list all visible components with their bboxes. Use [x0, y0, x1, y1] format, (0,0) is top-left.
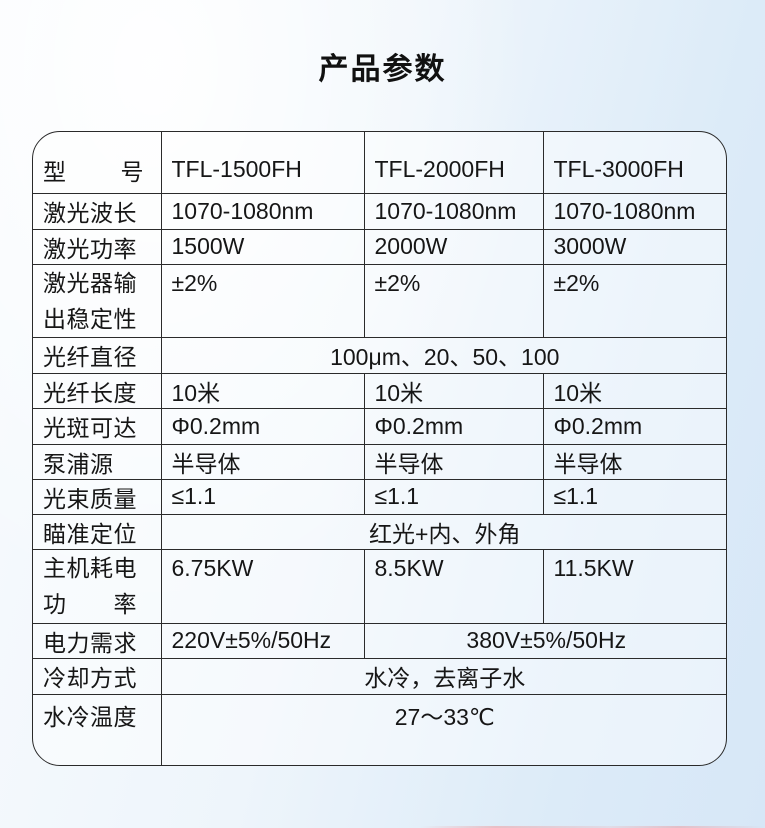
cell-value: Φ0.2mm: [543, 408, 726, 445]
spec-table: 型 号 TFL-1500FH TFL-2000FH TFL-3000FH 激光波…: [33, 132, 726, 765]
table-row: 光束质量 ≤1.1 ≤1.1 ≤1.1: [33, 479, 726, 515]
cell-value: 8.5KW: [364, 549, 544, 624]
merged-cell-value: 100μm、20、50、100: [161, 337, 726, 374]
table-row: 泵浦源 半导体 半导体 半导体: [33, 444, 726, 480]
merged-cell-value: 红光+内、外角: [161, 514, 726, 550]
row-label: 冷却方式: [33, 658, 162, 695]
cell-value: ±2%: [161, 264, 365, 338]
cell-value: Φ0.2mm: [364, 408, 544, 445]
cell-value: 220V±5%/50Hz: [161, 623, 365, 659]
cell-value: TFL-3000FH: [543, 132, 726, 194]
row-label: 主机耗电 功 率: [33, 549, 162, 624]
merged-cell-value: 380V±5%/50Hz: [364, 623, 726, 659]
label-part: 率: [113, 590, 137, 617]
table-row: 电力需求 220V±5%/50Hz 380V±5%/50Hz: [33, 623, 726, 659]
table-row: 激光功率 1500W 2000W 3000W: [33, 229, 726, 265]
row-label: 激光波长: [33, 193, 162, 230]
cell-value: 2000W: [364, 229, 544, 265]
cell-value: ≤1.1: [364, 479, 544, 515]
cell-value: 6.75KW: [161, 549, 365, 624]
table-row: 光斑可达 Φ0.2mm Φ0.2mm Φ0.2mm: [33, 408, 726, 445]
cropped-element-sliver: [420, 826, 765, 828]
cell-value: Φ0.2mm: [161, 408, 365, 445]
table-row: 激光器输出稳定性 ±2% ±2% ±2%: [33, 264, 726, 338]
merged-cell-value: 水冷，去离子水: [161, 658, 726, 695]
cell-value: 1070-1080nm: [543, 193, 726, 230]
cell-value: 半导体: [364, 444, 544, 480]
row-label: 激光器输出稳定性: [33, 264, 162, 338]
justified-label: 功 率: [43, 586, 137, 622]
cell-value: 10米: [364, 373, 544, 409]
row-label: 瞄准定位: [33, 514, 162, 550]
cell-value: 1070-1080nm: [161, 193, 365, 230]
table-row: 冷却方式 水冷，去离子水: [33, 658, 726, 695]
row-label: 水冷温度: [33, 694, 162, 765]
cell-value: ±2%: [364, 264, 544, 338]
row-label: 电力需求: [33, 623, 162, 659]
cell-value: 10米: [543, 373, 726, 409]
row-label: 光纤直径: [33, 337, 162, 374]
cell-value: 1500W: [161, 229, 365, 265]
merged-cell-value: 27～33℃: [394, 703, 495, 730]
table-row: 光纤长度 10米 10米 10米: [33, 373, 726, 409]
label-part: 型: [43, 158, 67, 185]
table-row: 光纤直径 100μm、20、50、100: [33, 337, 726, 374]
cell-value: 半导体: [161, 444, 365, 480]
cell-value: TFL-2000FH: [364, 132, 544, 194]
cell-value: 1070-1080nm: [364, 193, 544, 230]
spec-table-container: 型 号 TFL-1500FH TFL-2000FH TFL-3000FH 激光波…: [32, 131, 727, 766]
label-line: 主机耗电: [43, 554, 137, 581]
table-row: 主机耗电 功 率 6.75KW 8.5KW 11.5KW: [33, 549, 726, 624]
label-part: 号: [120, 158, 144, 185]
table-row: 瞄准定位 红光+内、外角: [33, 514, 726, 550]
table-row: 水冷温度 27～33℃: [33, 694, 726, 765]
row-label: 型 号: [33, 132, 162, 194]
table-row: 激光波长 1070-1080nm 1070-1080nm 1070-1080nm: [33, 193, 726, 230]
row-label: 光纤长度: [33, 373, 162, 409]
cell-value: ≤1.1: [543, 479, 726, 515]
table-row: 型 号 TFL-1500FH TFL-2000FH TFL-3000FH: [33, 132, 726, 194]
row-label: 泵浦源: [33, 444, 162, 480]
cell-value: ±2%: [543, 264, 726, 338]
cell-value: 3000W: [543, 229, 726, 265]
cell-value: ≤1.1: [161, 479, 365, 515]
label-part: 功: [43, 590, 67, 617]
cell-value: 11.5KW: [543, 549, 726, 624]
row-label: 激光功率: [33, 229, 162, 265]
page-title: 产品参数: [318, 53, 447, 86]
cell-value: TFL-1500FH: [161, 132, 365, 194]
row-label: 光斑可达: [33, 408, 162, 445]
cell-value: 10米: [161, 373, 365, 409]
cell-value: 半导体: [543, 444, 726, 480]
justified-label: 型 号: [43, 153, 144, 187]
row-label: 光束质量: [33, 479, 162, 515]
